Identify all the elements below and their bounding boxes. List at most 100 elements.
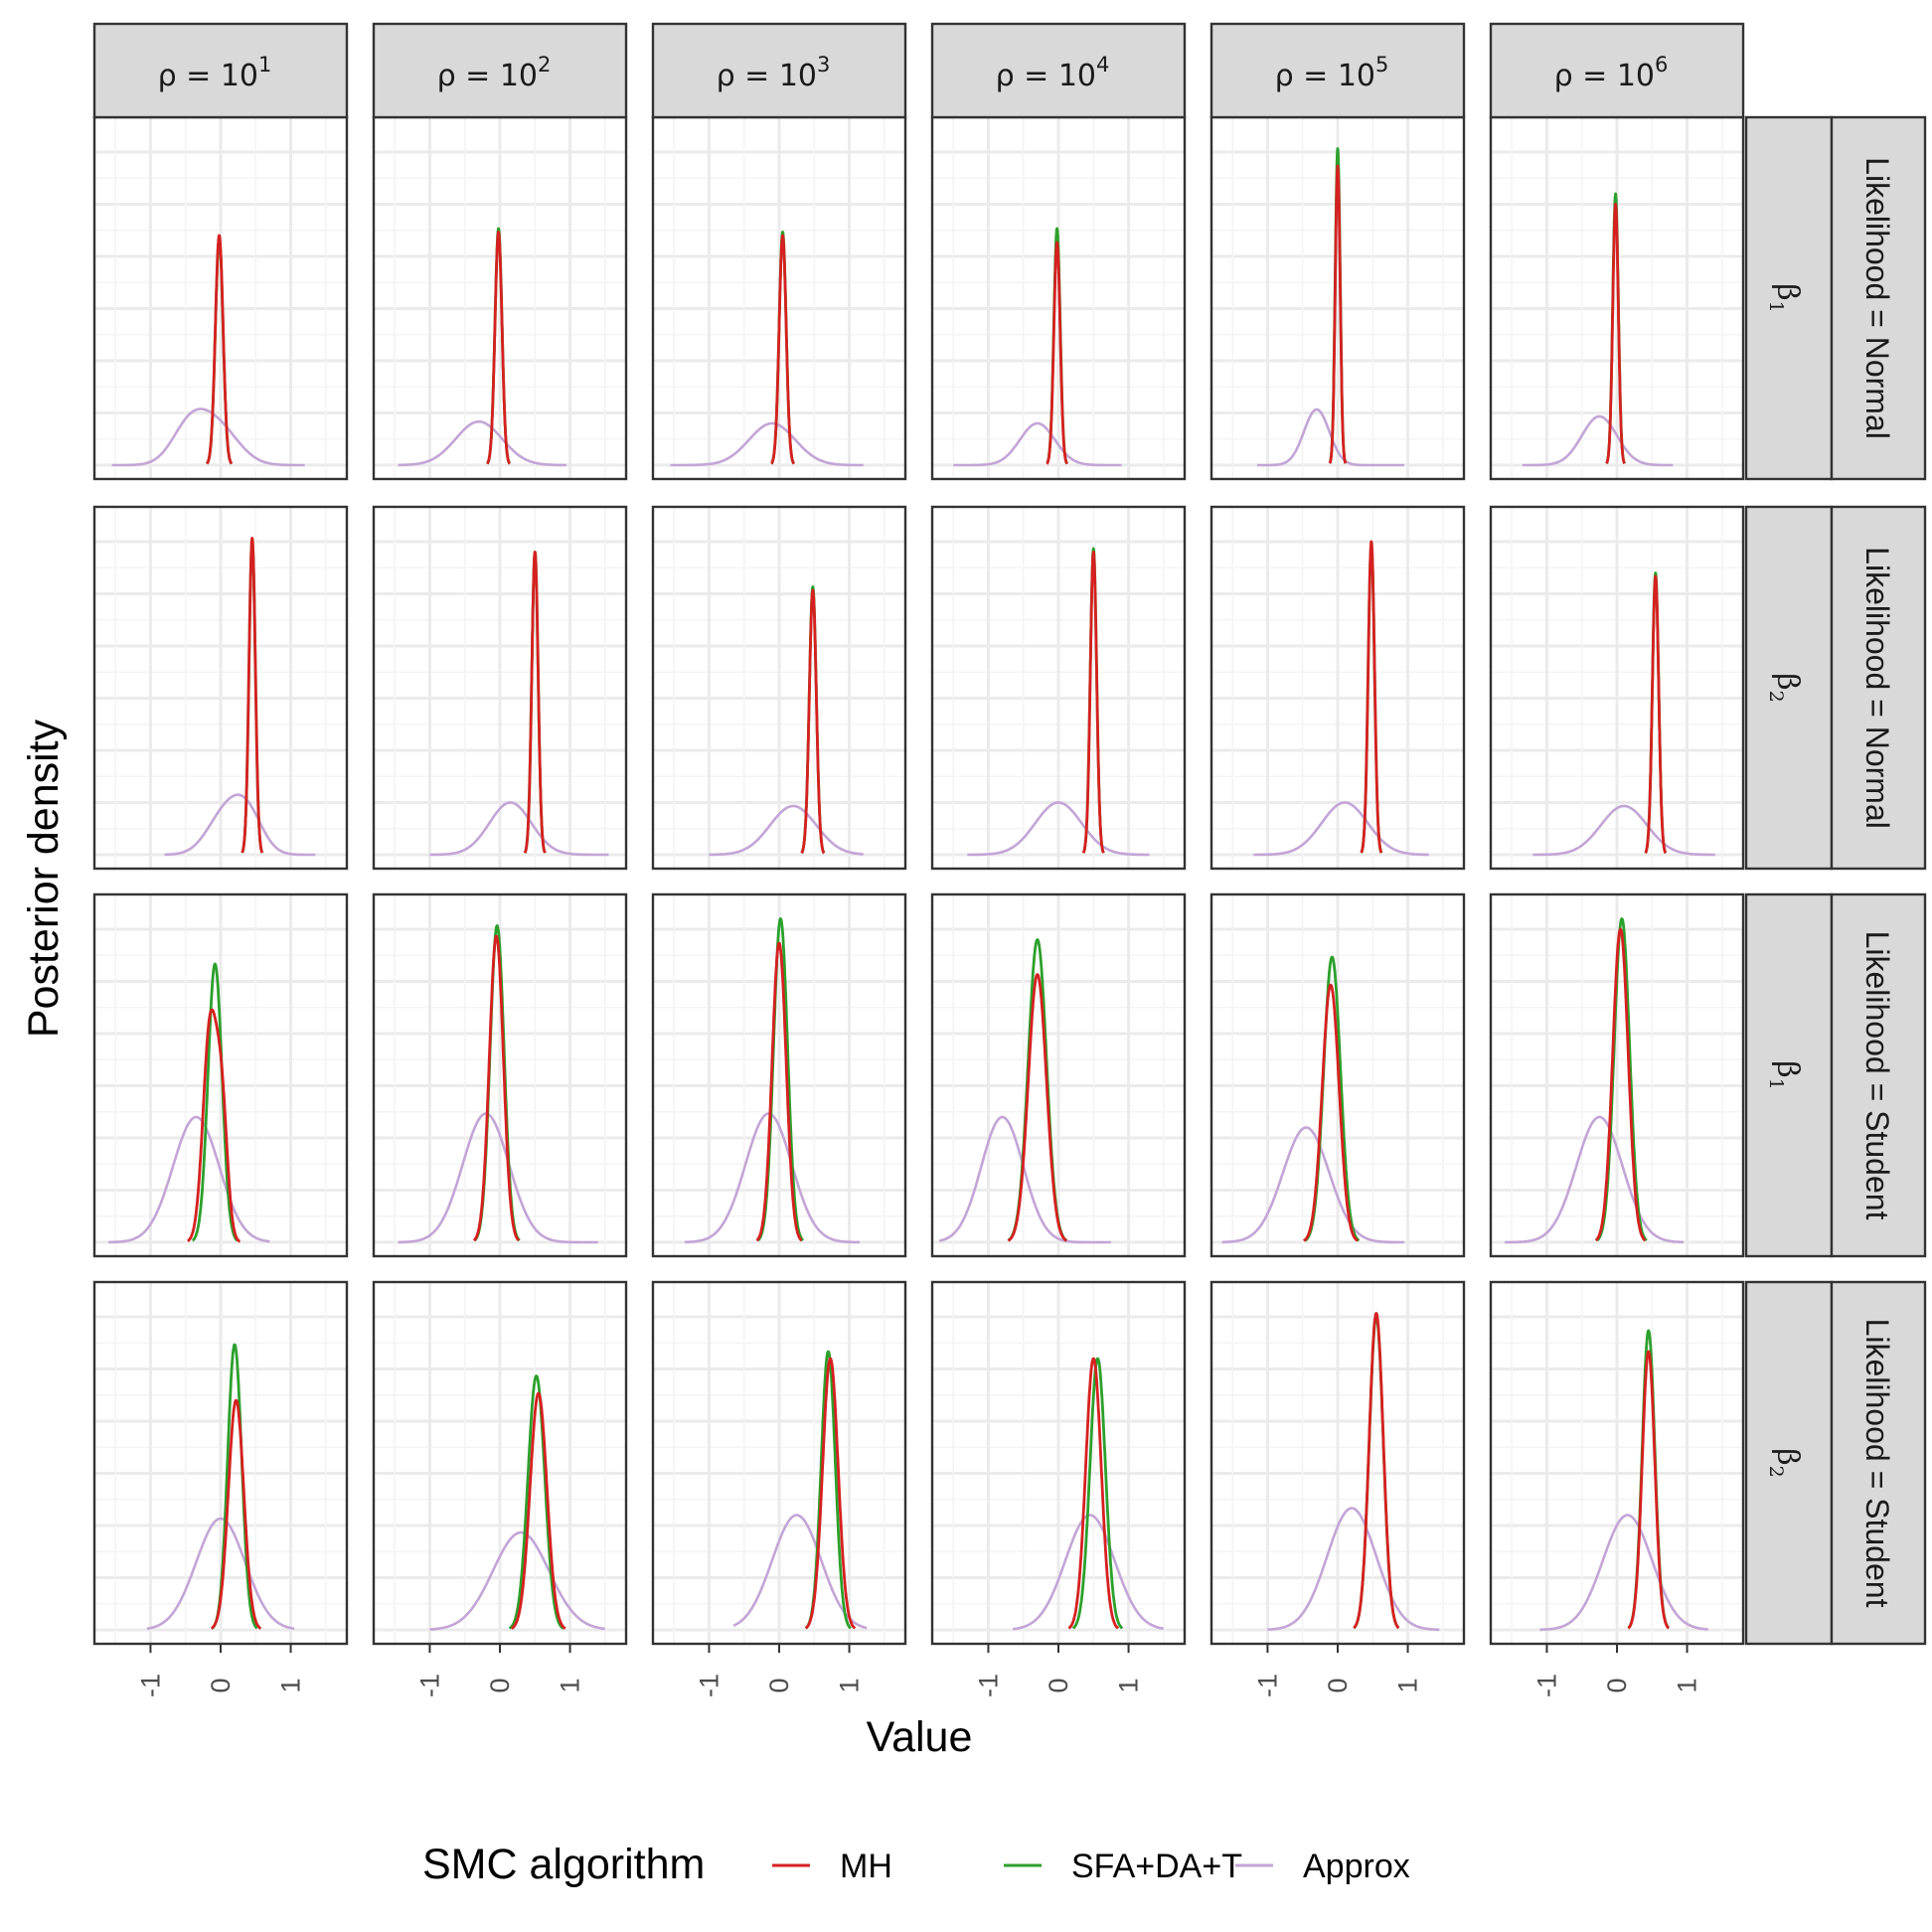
density-curve-mh: [1594, 927, 1647, 1242]
density-curve-mh: [1605, 203, 1626, 465]
panel-border: [372, 892, 628, 1258]
strip-background: [651, 22, 907, 119]
density-curve-approx: [398, 420, 567, 467]
row-strip-3: β1 Likelihood = Student: [1744, 892, 1927, 1258]
x-axis-col-2: -1 0 1: [414, 1644, 585, 1697]
panel-r3-c1: [92, 892, 349, 1258]
density-curve-mh: [800, 588, 826, 855]
density-curve-mh: [1627, 1350, 1671, 1630]
density-curve-mh: [523, 551, 547, 855]
x-tick-label: -1: [1252, 1674, 1282, 1697]
likelihood-strip-background: [1830, 505, 1927, 871]
column-label-exponent: 5: [1375, 53, 1388, 77]
panel-r1-c4: [930, 115, 1187, 481]
legend-label: Approx: [1303, 1848, 1410, 1885]
x-axes: -1 0 1 -1 0 1 -1 0 1 -1 0 1 -1 0 1 -1 0 1: [135, 1644, 1702, 1697]
panel-r1-c6: [1489, 115, 1745, 481]
parameter-label-subscript: 2: [1765, 691, 1787, 703]
density-curve-sfa-da-t: [508, 1374, 564, 1630]
density-curve-approx: [398, 1112, 598, 1244]
column-strip-2: ρ = 102: [372, 22, 628, 119]
density-curve-mh: [186, 1008, 242, 1243]
column-strip-1: ρ = 101: [92, 22, 349, 119]
legend-title: SMC algorithm: [422, 1841, 705, 1888]
parameter-label-subscript: 1: [1765, 1078, 1787, 1090]
density-curve-approx: [111, 407, 305, 467]
panel-border: [930, 892, 1187, 1258]
panel-r3-c6: [1489, 892, 1745, 1258]
panel-r1-c1: [92, 115, 349, 481]
column-label: ρ = 103: [717, 53, 831, 93]
parameter-label-subscript: 1: [1765, 301, 1787, 313]
density-curve-approx: [709, 804, 864, 857]
x-tick-label: 1: [276, 1678, 306, 1692]
x-tick-label: 0: [485, 1678, 515, 1692]
density-curve-approx: [146, 1517, 295, 1631]
density-curve-approx: [164, 793, 316, 857]
legend-label: MH: [840, 1848, 892, 1885]
x-axis-title: Value: [867, 1713, 973, 1761]
likelihood-label: Likelihood = Normal: [1859, 157, 1895, 439]
x-tick-label: 1: [1393, 1678, 1423, 1692]
column-label-base: ρ = 10: [996, 59, 1096, 93]
panel-r2-c6: [1489, 505, 1745, 871]
column-label-base: ρ = 10: [1275, 59, 1375, 93]
legend: SMC algorithm MH SFA+DA+T Approx: [422, 1841, 1410, 1888]
panel-border: [1489, 505, 1745, 871]
column-label: ρ = 101: [158, 53, 272, 93]
param-strip-background: [1744, 115, 1834, 481]
panel-r4-c3: [651, 1280, 907, 1646]
column-strips: ρ = 101 ρ = 102 ρ = 103 ρ = 104 ρ = 105 ρ = 1…: [92, 22, 1745, 119]
density-curve-mh: [1353, 1312, 1400, 1630]
x-tick-label: 1: [556, 1678, 585, 1692]
column-label: ρ = 105: [1275, 53, 1389, 93]
panel-border: [930, 505, 1187, 871]
panel-border: [92, 505, 349, 871]
panel-border: [372, 505, 628, 871]
density-curve-approx: [938, 1115, 1112, 1244]
y-axis-title: Posterior density: [20, 719, 68, 1038]
panel-border: [651, 892, 907, 1258]
density-curve-mh: [205, 234, 234, 465]
panel-r1-c2: [372, 115, 628, 481]
column-label-base: ρ = 10: [1554, 59, 1655, 93]
density-curve-mh: [472, 934, 521, 1242]
density-curve-approx: [429, 801, 609, 857]
column-label-base: ρ = 10: [717, 59, 817, 93]
legend-entry-sfa-da-t: SFA+DA+T: [1004, 1848, 1242, 1885]
column-label-exponent: 6: [1655, 53, 1668, 77]
density-curve-approx: [429, 1530, 605, 1631]
facet-panels: [92, 115, 1745, 1646]
column-label-base: ρ = 10: [158, 59, 258, 93]
likelihood-label: Likelihood = Normal: [1859, 547, 1895, 829]
density-curve-mh: [1644, 574, 1668, 855]
row-strip-1: β1 Likelihood = Normal: [1744, 115, 1927, 481]
panel-r2-c3: [651, 505, 907, 871]
column-strip-3: ρ = 103: [651, 22, 907, 119]
density-curve-mh: [1081, 551, 1105, 855]
x-tick-label: 0: [1323, 1678, 1353, 1692]
column-label-exponent: 3: [817, 53, 830, 77]
density-curve-mh: [510, 1391, 566, 1630]
x-tick-label: 1: [1673, 1678, 1702, 1692]
x-axis-col-1: -1 0 1: [135, 1644, 306, 1697]
density-curve-sfa-da-t: [191, 962, 240, 1242]
parameter-label-base: β: [1770, 1448, 1805, 1465]
density-curve-mh: [1067, 1357, 1120, 1630]
strip-background: [1489, 22, 1745, 119]
x-tick-label: 1: [1114, 1678, 1144, 1692]
x-tick-label: 1: [835, 1678, 865, 1692]
column-label: ρ = 102: [437, 53, 552, 93]
density-curve-approx: [1256, 407, 1405, 467]
x-tick-label: -1: [1531, 1674, 1561, 1697]
x-tick-label: -1: [135, 1674, 165, 1697]
x-tick-label: -1: [414, 1674, 444, 1697]
density-curve-mh: [210, 1398, 262, 1630]
panel-border: [1209, 505, 1466, 871]
panel-r4-c2: [372, 1280, 628, 1646]
density-curve-mh: [770, 234, 796, 465]
panel-r2-c5: [1209, 505, 1466, 871]
density-curve-mh: [804, 1357, 857, 1630]
strip-background: [930, 22, 1187, 119]
column-label: ρ = 106: [1554, 53, 1669, 93]
